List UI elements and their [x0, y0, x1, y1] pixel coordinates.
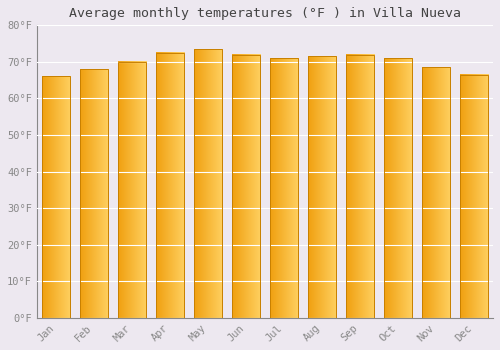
- Bar: [384, 58, 412, 318]
- Bar: [308, 56, 336, 318]
- Bar: [194, 49, 222, 318]
- Bar: [270, 58, 298, 318]
- Bar: [346, 55, 374, 318]
- Bar: [42, 77, 70, 318]
- Bar: [460, 75, 488, 318]
- Title: Average monthly temperatures (°F ) in Villa Nueva: Average monthly temperatures (°F ) in Vi…: [69, 7, 461, 20]
- Bar: [80, 69, 108, 318]
- Bar: [422, 67, 450, 318]
- Bar: [118, 62, 146, 318]
- Bar: [156, 53, 184, 318]
- Bar: [232, 55, 260, 318]
